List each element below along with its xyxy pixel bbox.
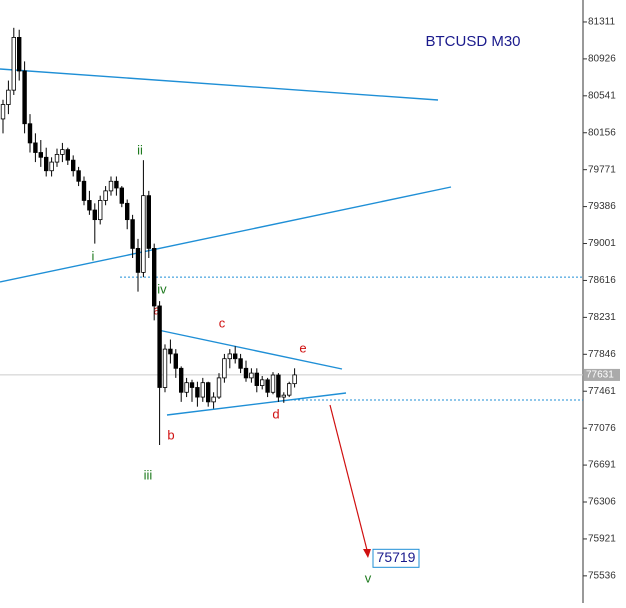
candle-body (146, 195, 151, 249)
candle-body (270, 374, 276, 393)
wave-label: b (167, 427, 174, 442)
last-price-box (584, 368, 620, 381)
candle-body (92, 209, 97, 221)
candle-body (211, 396, 216, 403)
y-tick-label: 79001 (588, 238, 616, 249)
wave-labels: i ii iii iv v a b c d e (92, 142, 372, 585)
candle-body (189, 382, 195, 388)
candle-body (259, 379, 265, 386)
candle-body (243, 367, 249, 379)
candle-body (60, 149, 65, 155)
y-tick-label: 78616 (588, 275, 616, 286)
candle-body (205, 382, 211, 403)
y-tick-label: 76691 (588, 460, 616, 471)
candle-body (281, 394, 286, 398)
y-tick-label: 80156 (588, 127, 616, 138)
candle-body (119, 187, 124, 204)
candle-body (238, 358, 243, 369)
candle-body (98, 200, 103, 221)
y-tick-label: 75536 (588, 570, 616, 581)
wave-label: d (272, 406, 279, 421)
candle-body (44, 156, 49, 172)
y-tick-label: 79386 (588, 201, 616, 212)
y-tick-label: 79771 (588, 164, 616, 175)
candle-body (54, 154, 60, 163)
candle-body (168, 348, 173, 355)
candle-body (265, 379, 270, 393)
candle-body (157, 305, 162, 388)
y-tick-label: 75921 (588, 534, 616, 545)
trendline (157, 329, 343, 370)
y-tick-label: 77076 (588, 423, 616, 434)
wave-label: a (153, 302, 161, 317)
candle-body (200, 382, 205, 398)
target-label: 75719 (377, 549, 416, 565)
arrow-head (363, 549, 371, 558)
candle-body (276, 374, 281, 398)
trendline (0, 68, 439, 101)
candle-body (151, 248, 157, 307)
candle-body (286, 383, 292, 396)
candle-body (16, 37, 22, 72)
chart-title: BTCUSD M30 (425, 33, 520, 50)
candle-body (178, 367, 184, 393)
candle-body (76, 170, 81, 182)
target-box (372, 548, 420, 568)
trendline (166, 392, 347, 416)
wave-label: c (219, 315, 226, 330)
candle-body (125, 202, 130, 221)
candle-body (141, 195, 146, 273)
candle-body (65, 149, 70, 161)
candle-body (0, 104, 6, 120)
candle-body (49, 161, 54, 172)
candle-body (38, 152, 43, 158)
candle-body (33, 142, 38, 153)
candle-body (249, 372, 254, 379)
last-price-label: 77631 (586, 370, 614, 381)
y-tick-label: 76306 (588, 497, 616, 508)
y-tick-label: 77461 (588, 386, 616, 397)
candle-body (130, 219, 135, 249)
candle-body (11, 37, 16, 91)
candle-body (27, 123, 33, 144)
candle-body (22, 70, 27, 125)
candle-body (114, 180, 119, 189)
candle-body (227, 353, 232, 360)
candle-body (103, 190, 108, 201)
candle-body (216, 377, 222, 398)
y-tick-label: 78231 (588, 312, 616, 323)
y-tick-label: 80926 (588, 54, 616, 65)
y-tick-label: 81311 (588, 17, 616, 28)
wave-label: i (92, 248, 95, 263)
candle-body (292, 374, 297, 385)
candle-body (184, 382, 189, 393)
wave-label: iii (144, 467, 153, 482)
projection-arrow (329, 404, 368, 551)
candle-body (6, 89, 11, 105)
candle-body (162, 348, 168, 388)
candle-body (108, 180, 114, 192)
wave-label: ii (137, 142, 143, 157)
candle-body (173, 353, 178, 369)
candle-body (222, 358, 227, 379)
candle-body (87, 200, 92, 211)
y-tick-label: 80541 (588, 90, 616, 101)
wave-label: e (299, 340, 306, 355)
trendline (0, 186, 452, 283)
candle-body (135, 248, 141, 273)
wave-label: v (365, 570, 372, 585)
wave-label: iv (157, 281, 167, 296)
candle-body (195, 387, 200, 398)
candle-body (232, 353, 238, 360)
candle-body (254, 372, 259, 386)
candle-body (81, 180, 87, 201)
candle-body (71, 159, 76, 172)
y-tick-label: 77846 (588, 349, 616, 360)
